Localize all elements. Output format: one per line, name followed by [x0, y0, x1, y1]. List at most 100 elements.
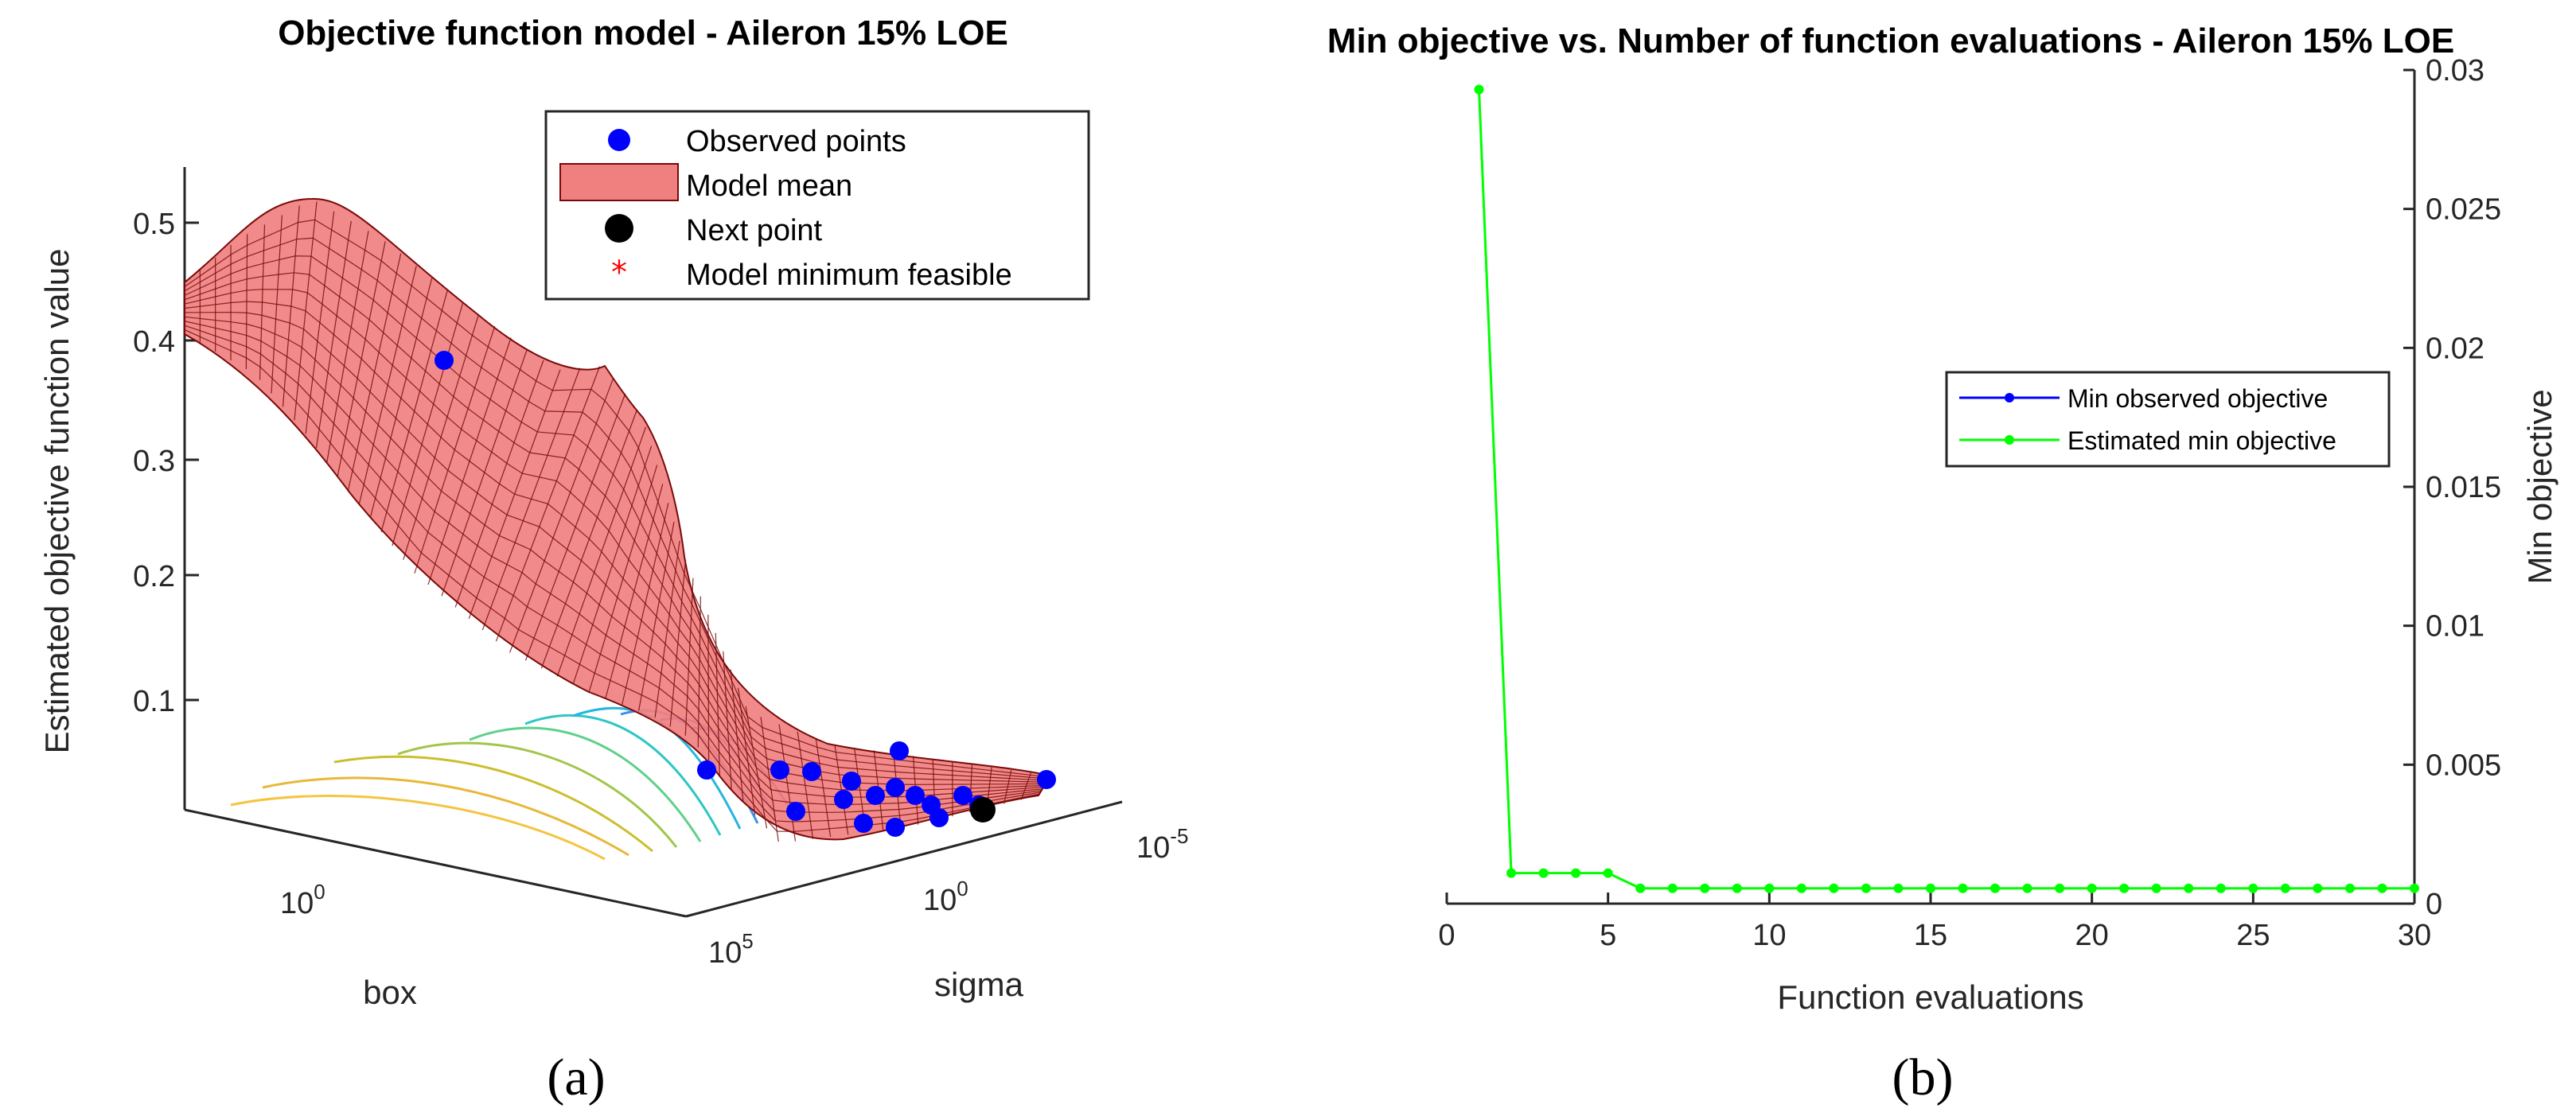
observed-point — [834, 790, 853, 809]
estimated-point — [2216, 883, 2226, 893]
box-axis-label: box — [363, 974, 417, 1011]
estimated-point — [1571, 868, 1581, 878]
panel-b-x-ticks: 0 5 10 15 20 25 30 — [1438, 892, 2431, 952]
y-tick-label: 0.01 — [2426, 610, 2484, 644]
observed-point — [770, 760, 789, 780]
estimated-point — [1958, 883, 1968, 893]
y-tick-label: 0.03 — [2426, 54, 2484, 88]
panel-a-title: Objective function model - Aileron 15% L… — [278, 14, 1008, 52]
legend-model-mean-label: Model mean — [686, 169, 852, 203]
estimated-point — [1796, 883, 1806, 893]
estimated-point — [2280, 883, 2290, 893]
z-tick-label: 0.3 — [133, 445, 175, 478]
estimated-point — [2410, 883, 2419, 893]
estimated-point — [1474, 84, 1484, 95]
estimated-point — [1764, 883, 1775, 893]
panel-b-line-plot: Min objective vs. Number of function eva… — [1327, 21, 2558, 1106]
observed-point — [906, 786, 925, 805]
observed-point — [802, 762, 821, 781]
x-tick-label: 5 — [1600, 919, 1616, 952]
estimated-point — [1926, 883, 1935, 893]
estimated-point — [2119, 883, 2130, 893]
sigma-tick-label: 100 — [923, 877, 968, 917]
panel-b-y-ticks: 0 0.005 0.01 0.015 0.02 0.025 0.03 — [2403, 54, 2501, 921]
panel-b-y-axis-label: Min objective — [2521, 389, 2558, 584]
contour-line — [469, 726, 702, 842]
estimated-point — [2151, 883, 2161, 893]
estimated-point — [1635, 883, 1646, 893]
y-tick-label: 0.005 — [2426, 749, 2501, 782]
legend-estimated-marker — [2005, 435, 2014, 445]
x-tick-label: 15 — [1914, 919, 1947, 952]
observed-point — [435, 351, 454, 370]
observed-point — [1037, 770, 1056, 789]
estimated-point — [2248, 883, 2258, 893]
estimated-min-objective-line — [1478, 89, 2414, 890]
panel-a-label: (a) — [547, 1048, 605, 1106]
panel-a-surface-plot: Objective function model - Aileron 15% L… — [38, 14, 1188, 1106]
panel-b-title: Min objective vs. Number of function eva… — [1327, 21, 2454, 60]
x-tick-label: 25 — [2236, 919, 2270, 952]
legend-model-min-marker: * — [611, 255, 627, 291]
estimated-point — [1829, 883, 1839, 893]
z-tick-label: 0.4 — [133, 325, 175, 359]
next-point — [970, 797, 996, 822]
observed-point — [886, 778, 905, 797]
box-axis-line — [184, 808, 687, 918]
legend-estimated-label: Estimated min objective — [2067, 426, 2336, 455]
sigma-axis-line — [685, 800, 1123, 918]
mesh-line — [184, 301, 1045, 791]
estimated-point — [1667, 883, 1678, 893]
estimated-point — [2184, 883, 2194, 893]
sigma-tick-label: 10-5 — [1136, 824, 1188, 865]
legend-min-observed-label: Min observed objective — [2067, 384, 2328, 413]
observed-point — [953, 786, 972, 805]
contour-line — [230, 795, 606, 861]
legend-model-min-label: Model minimum feasible — [686, 259, 1012, 292]
observed-point — [854, 814, 873, 833]
observed-point — [842, 772, 861, 791]
legend-min-observed-marker — [2005, 393, 2014, 402]
y-tick-label: 0 — [2426, 888, 2442, 921]
y-tick-label: 0.015 — [2426, 471, 2501, 504]
y-tick-label: 0.02 — [2426, 332, 2484, 365]
x-tick-label: 10 — [1752, 919, 1786, 952]
estimated-point — [1538, 868, 1549, 878]
estimated-point — [2344, 883, 2355, 893]
z-tick-label: 0.1 — [133, 685, 175, 718]
observed-point — [890, 741, 909, 760]
panel-b-label: (b) — [1892, 1048, 1954, 1106]
panel-b-legend: Min observed objective Estimated min obj… — [1945, 371, 2391, 468]
estimated-point — [2313, 883, 2323, 893]
mesh-line — [184, 316, 1043, 806]
estimated-point — [1506, 868, 1517, 878]
z-tick-label: 0.5 — [133, 208, 175, 241]
observed-point — [929, 808, 949, 827]
panel-a-legend: Observed points Model mean Next point * … — [544, 110, 1090, 301]
z-axis-label: Estimated objective function value — [38, 248, 76, 753]
estimated-min-objective-points — [1474, 84, 2419, 893]
observed-point — [866, 786, 885, 805]
sigma-axis-label: sigma — [934, 966, 1024, 1003]
x-tick-label: 30 — [2398, 919, 2431, 952]
z-tick-label: 0.2 — [133, 560, 175, 593]
estimated-point — [2377, 883, 2387, 893]
legend-model-mean-swatch — [559, 163, 679, 201]
mesh-line — [184, 219, 1050, 778]
estimated-point — [1990, 883, 2001, 893]
observed-point — [886, 818, 905, 837]
legend-observed-marker — [608, 129, 630, 151]
estimated-point — [2055, 883, 2065, 893]
observed-point — [786, 802, 805, 821]
contour-line — [262, 776, 629, 857]
legend-next-label: Next point — [686, 214, 823, 247]
mesh-line — [184, 255, 1048, 781]
observed-point — [697, 760, 716, 780]
x-tick-label: 0 — [1438, 919, 1455, 952]
y-tick-label: 0.025 — [2426, 193, 2501, 227]
estimated-point — [1732, 883, 1742, 893]
legend-observed-label: Observed points — [686, 125, 906, 158]
panel-b-x-axis-label: Function evaluations — [1777, 978, 2083, 1016]
contour-line — [524, 714, 722, 836]
estimated-point — [1603, 868, 1613, 878]
